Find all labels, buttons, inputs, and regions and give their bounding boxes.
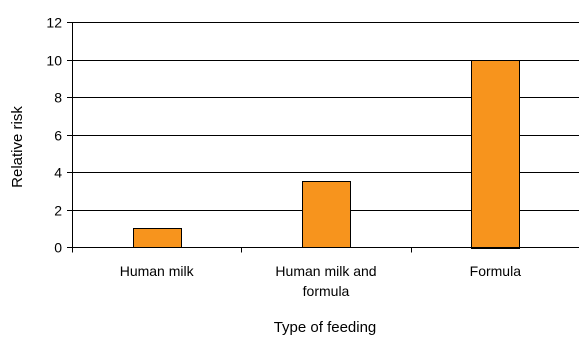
y-tick-labels: 0 2 4 6 8 10 12: [46, 15, 62, 256]
bar: [471, 60, 520, 249]
y-tick-label: 2: [54, 203, 62, 219]
y-tick-label: 8: [54, 90, 62, 106]
x-tick-label-line: Human milk: [120, 263, 195, 279]
y-tick-label: 6: [54, 128, 62, 144]
x-tick-label: Formula: [470, 263, 522, 279]
x-tick-label: Human milk and formula: [275, 263, 376, 299]
x-tick-labels: Human milk Human milk and formula Formula: [120, 263, 521, 299]
axes: [67, 22, 579, 253]
bar: [133, 228, 182, 248]
x-tick-label: Human milk: [120, 263, 195, 279]
y-tick-label: 0: [54, 240, 62, 256]
y-tick-label: 10: [46, 53, 62, 69]
y-tick-label: 12: [46, 15, 62, 31]
bar: [302, 181, 351, 248]
x-tick-label-line: Formula: [470, 263, 522, 279]
y-axis-title: Relative risk: [9, 106, 26, 188]
x-axis-title: Type of feeding: [274, 319, 377, 336]
y-tick-label: 4: [54, 165, 62, 181]
x-tick-label-line: Human milk and: [275, 263, 376, 279]
bars: [133, 60, 520, 249]
x-tick-label-line: formula: [303, 283, 350, 299]
